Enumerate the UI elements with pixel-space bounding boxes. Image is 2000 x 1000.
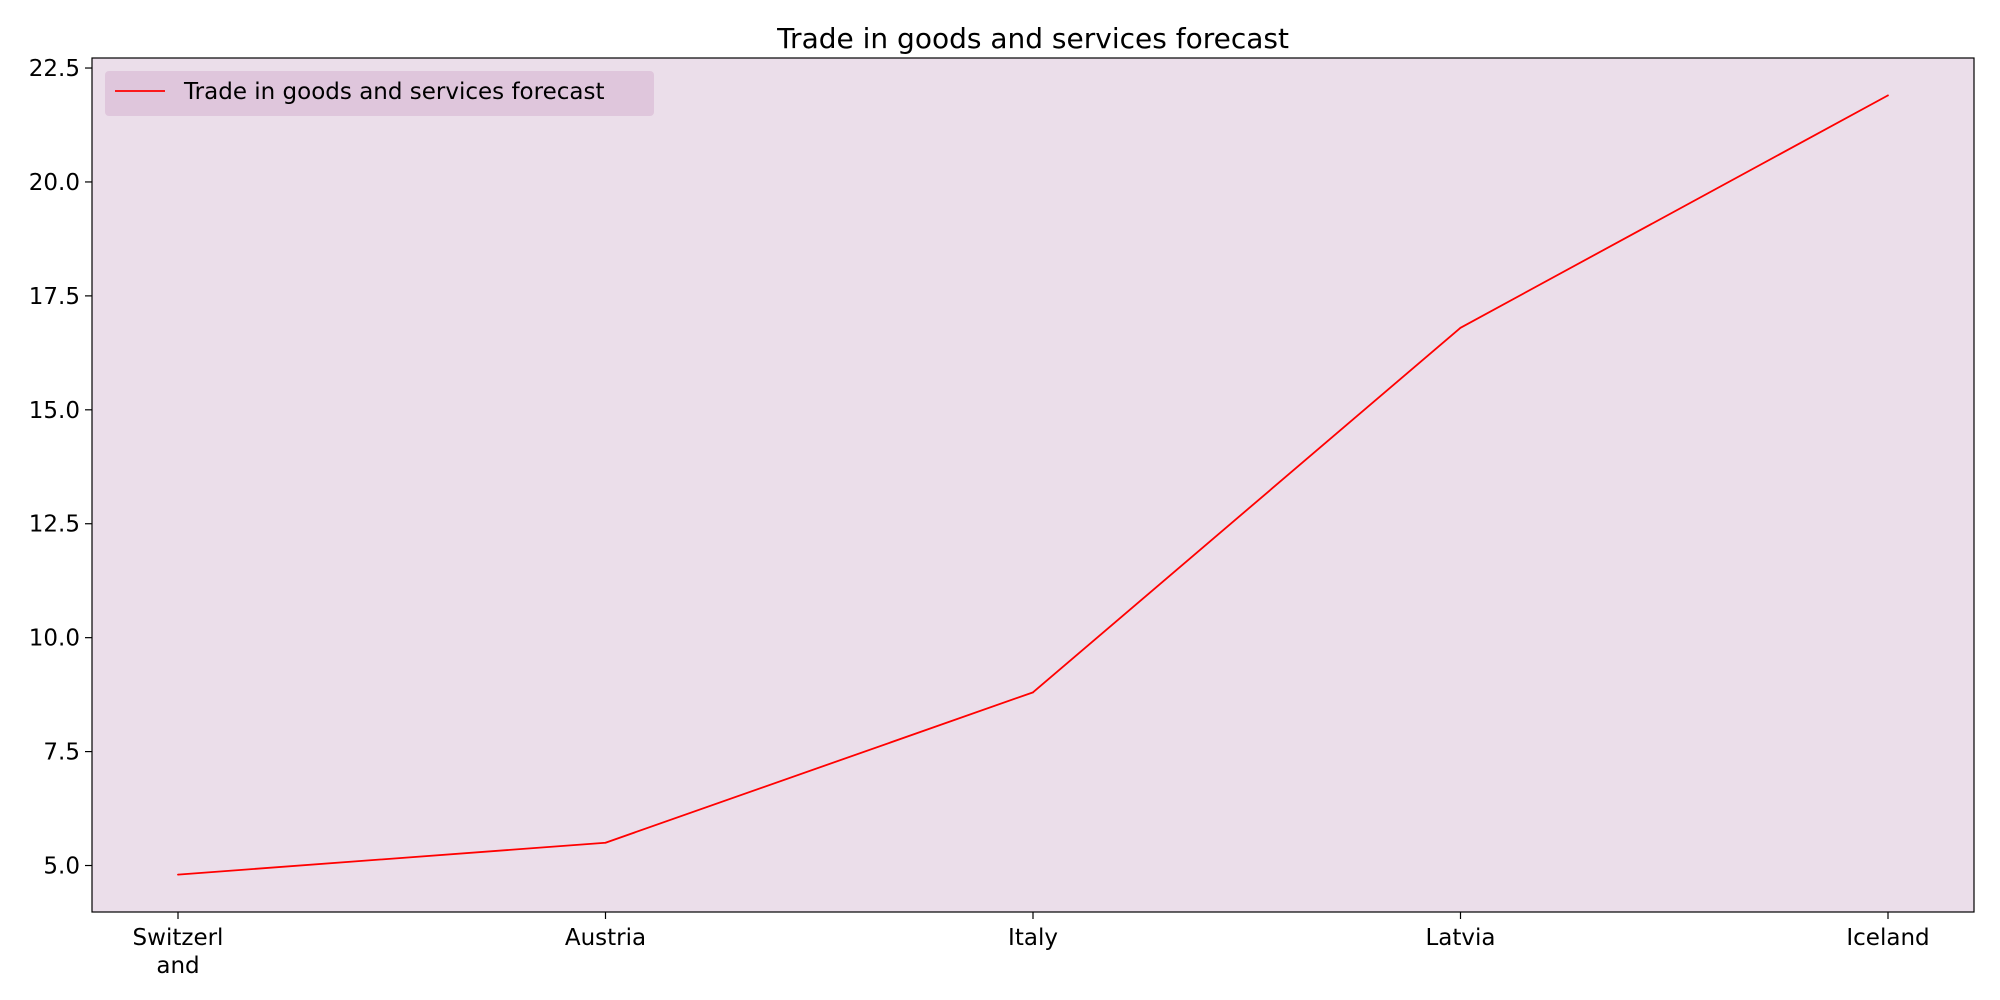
x-tick-label: Latvia	[1425, 925, 1495, 951]
legend-box	[105, 71, 654, 116]
chart-title: Trade in goods and services forecast	[776, 22, 1289, 55]
y-tick-label: 7.5	[43, 740, 80, 766]
series-layer	[177, 94, 1889, 876]
y-axis: 5.0 7.5 10.0 12.5 15.0 17.5 20.0 22.5	[29, 56, 92, 880]
y-tick-label: 15.0	[29, 398, 80, 424]
legend: Trade in goods and services forecast	[105, 71, 654, 116]
y-tick-label: 5.0	[43, 854, 80, 880]
x-tick-label-line: and	[156, 953, 199, 979]
x-tick-label: Switzerl and	[133, 925, 224, 979]
plot-area	[91, 57, 1975, 913]
data-point	[604, 841, 607, 844]
x-tick-label-line: Austria	[565, 925, 646, 951]
x-tick-label: Italy	[1008, 925, 1058, 951]
data-point	[177, 873, 179, 876]
x-tick-label-line: Switzerl	[133, 925, 224, 951]
y-tick-label: 20.0	[29, 170, 80, 196]
y-tick-label: 12.5	[29, 512, 80, 538]
x-tick-label: Austria	[565, 925, 646, 951]
legend-label: Trade in goods and services forecast	[183, 79, 604, 105]
y-tick-label: 10.0	[29, 626, 80, 652]
y-tick-label: 17.5	[29, 284, 80, 310]
x-tick-label-line: Iceland	[1846, 925, 1929, 951]
data-point	[1459, 326, 1462, 329]
x-tick-label: Iceland	[1846, 925, 1929, 951]
y-tick-label: 22.5	[29, 56, 80, 82]
x-axis: Switzerl and Austria Italy Latvia Iceland	[133, 912, 1930, 979]
x-tick-label-line: Latvia	[1425, 925, 1495, 951]
x-tick-label-line: Italy	[1008, 925, 1058, 951]
data-point	[1887, 94, 1889, 97]
data-point	[1032, 691, 1034, 694]
